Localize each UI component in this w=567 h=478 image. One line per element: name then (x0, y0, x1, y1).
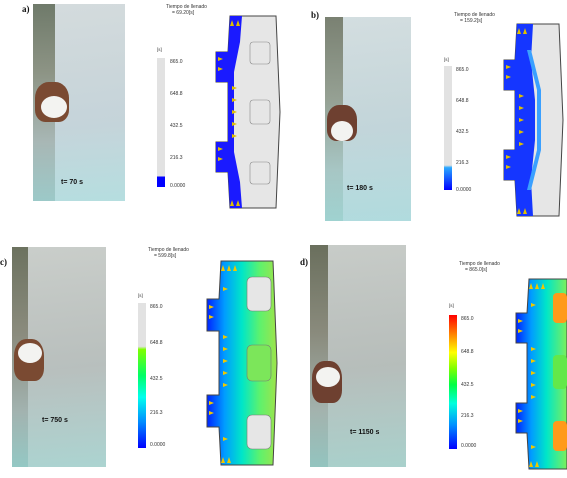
colorbar-unit: [s] (444, 57, 449, 62)
simulation-part (215, 15, 281, 209)
colorbar (138, 303, 146, 448)
panel-c: c) t= 750 s Tiempo de llenado = 599.8[s]… (0, 235, 283, 478)
process-photo: t= 70 s (33, 4, 125, 201)
fill-time-title: Tiempo de llenado = 159.2[s] (454, 12, 495, 24)
colorbar-tick: 216.3 (456, 160, 469, 166)
time-label: t= 180 s (347, 185, 373, 192)
panel-letter: c) (0, 257, 7, 267)
colorbar (444, 66, 452, 190)
process-photo: t= 1150 s (310, 245, 406, 467)
panel-b: b) t= 180 s Tiempo de llenado = 159.2[s]… (283, 0, 567, 235)
colorbar-tick: 216.3 (150, 410, 163, 416)
fill-time-title: Tiempo de llenado = 69.20[s] (166, 4, 207, 16)
colorbar-tick: 648.8 (461, 349, 474, 355)
colorbar (449, 315, 457, 449)
time-label: t= 1150 s (350, 429, 380, 436)
time-label: t= 70 s (61, 179, 83, 186)
panel-letter: b) (311, 10, 320, 20)
colorbar-tick: 432.5 (150, 376, 163, 382)
colorbar-unit: [s] (157, 47, 162, 52)
fill-time-title: Tiempo de llenado = 599.8[s] (148, 247, 189, 259)
colorbar-tick: 0.0000 (456, 187, 472, 193)
colorbar (157, 58, 165, 187)
process-photo: t= 750 s (12, 247, 106, 467)
colorbar-tick: 648.8 (150, 340, 163, 346)
colorbar-tick: 648.8 (170, 91, 183, 97)
colorbar-tick: 0.0000 (150, 442, 166, 448)
colorbar-tick: 865.0 (461, 316, 474, 322)
colorbar-tick: 865.0 (150, 304, 163, 310)
simulation-part (206, 260, 278, 466)
panel-letter: d) (300, 257, 309, 267)
panel-letter: a) (22, 4, 30, 14)
colorbar-unit: [s] (449, 303, 454, 308)
colorbar-tick: 432.5 (461, 382, 474, 388)
colorbar-tick: 0.0000 (461, 443, 477, 449)
time-label: t= 750 s (42, 417, 68, 424)
colorbar-tick: 216.3 (170, 155, 183, 161)
colorbar-unit: [s] (138, 293, 143, 298)
colorbar-tick: 865.0 (456, 67, 469, 73)
colorbar-tick: 0.0000 (170, 183, 186, 189)
colorbar-tick: 432.5 (456, 129, 469, 135)
panel-d: d) t= 1150 s Tiempo de llenado = 865.0[s… (283, 235, 567, 478)
fill-time-title: Tiempo de llenado = 865.0[s] (459, 261, 500, 273)
panel-a: a) t= 70 s Tiempo de llenado = 69.20[s] … (0, 0, 283, 235)
colorbar-tick: 648.8 (456, 98, 469, 104)
colorbar-tick: 432.5 (170, 123, 183, 129)
process-photo: t= 180 s (325, 17, 411, 221)
colorbar-tick: 216.3 (461, 413, 474, 419)
simulation-part (503, 23, 564, 217)
colorbar-tick: 865.0 (170, 59, 183, 65)
simulation-part (515, 278, 567, 470)
